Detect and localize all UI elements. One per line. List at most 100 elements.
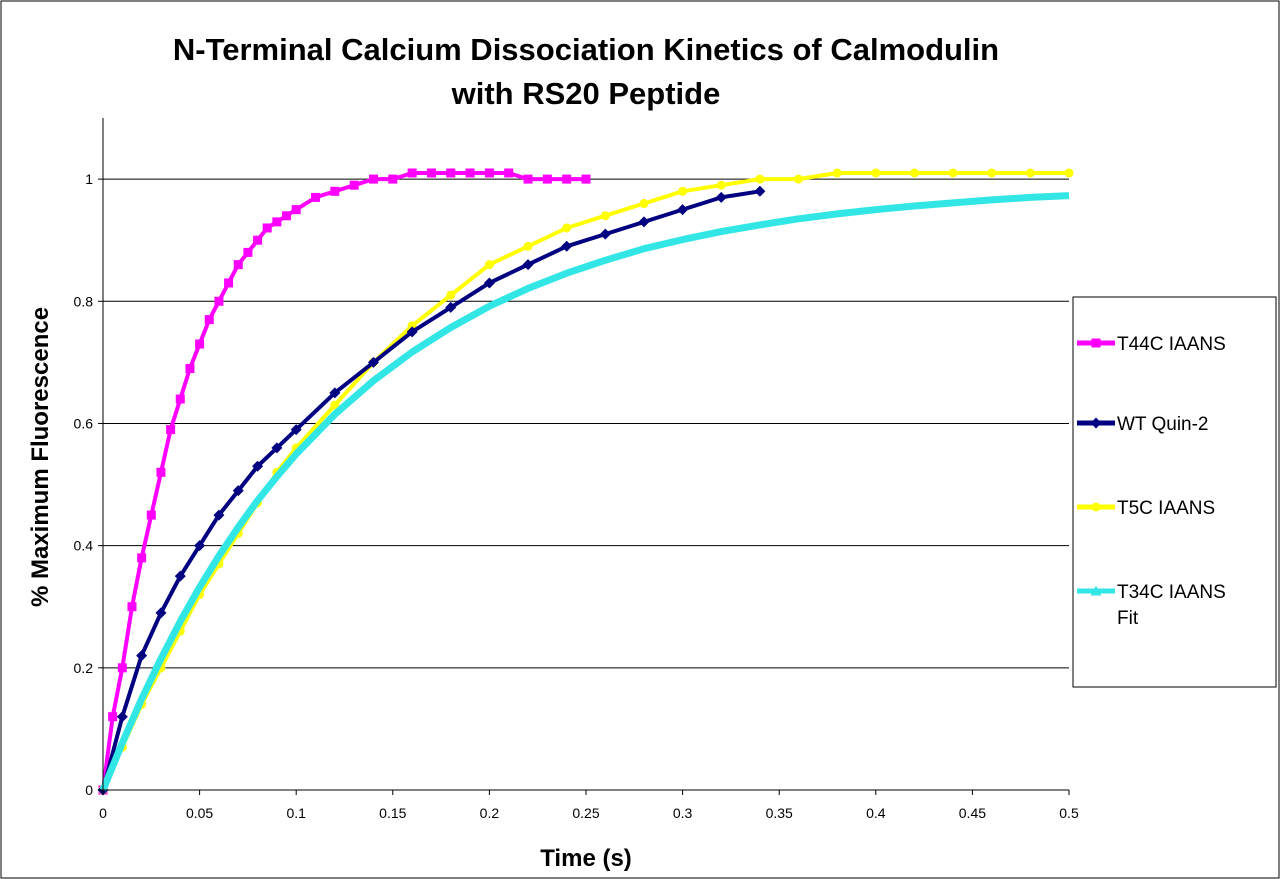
series-1-point-20 [677, 204, 689, 216]
series-1-point-15 [483, 277, 495, 289]
series-1-point-5 [194, 540, 206, 552]
x-tick-label-10: 0.5 [1059, 805, 1079, 821]
legend-swatch-marker-1 [1090, 417, 1102, 429]
series-0-point-30 [484, 168, 494, 178]
series-0-point-25 [388, 174, 398, 184]
series-2-point-24 [832, 168, 842, 178]
series-2-point-26 [909, 168, 919, 178]
series-0-point-20 [291, 205, 301, 215]
series-2-point-21 [716, 180, 726, 190]
axes [98, 118, 1070, 795]
series-0-point-27 [426, 168, 436, 178]
y-tick-label-1: 0.2 [74, 660, 94, 676]
series-0-point-5 [146, 510, 156, 520]
x-tick-label-3: 0.15 [379, 805, 406, 821]
y-tick-label-4: 0.8 [74, 293, 94, 309]
series-line-3 [99, 192, 1070, 792]
series-1-point-14 [445, 301, 457, 313]
series-0-point-14 [233, 260, 243, 270]
series-0-point-15 [243, 247, 253, 257]
series-2-point-19 [639, 199, 649, 209]
legend: T44C IAANS WT Quin-2 T5C IAANS T34C IAANS Fi… [1072, 296, 1277, 688]
y-tick-label-0: 0 [85, 782, 93, 798]
series-1-point-6 [213, 509, 225, 521]
series-0-point-21 [311, 192, 321, 202]
legend-label-1: WT Quin-2 [1117, 414, 1209, 435]
series-0-point-18 [272, 217, 282, 227]
series-0-point-3 [127, 602, 137, 612]
series-0-point-4 [137, 553, 147, 563]
x-tick-label-0: 0 [99, 805, 107, 821]
series-2-point-25 [871, 168, 881, 178]
legend-swatch-marker-0 [1091, 338, 1101, 348]
series-1-point-7 [232, 485, 244, 497]
series-0-point-11 [204, 315, 214, 325]
x-tick-label-5: 0.25 [572, 805, 599, 821]
series-1-point-3 [155, 607, 167, 619]
x-tick-label-2: 0.1 [286, 805, 306, 821]
series-layer [97, 168, 1074, 796]
x-tick-label-1: 0.05 [186, 805, 213, 821]
series-0-point-8 [175, 394, 185, 404]
tick-labels: 0 0.2 0.4 0.6 0.8 1 0 0.05 0.1 0.15 0.2 0.25 0.3 0.35… [74, 171, 1079, 821]
series-2-point-16 [523, 241, 533, 251]
series-0-point-16 [253, 235, 263, 245]
legend-entry-0: T44C IAANS [1077, 334, 1226, 355]
series-0-point-2 [117, 663, 127, 673]
series-0-point-17 [262, 223, 272, 233]
series-0-point-34 [562, 174, 572, 184]
legend-entry-3: T34C IAANS Fit [1077, 582, 1226, 629]
y-tick-label-2: 0.4 [74, 538, 94, 554]
y-tick-label-3: 0.6 [74, 415, 94, 431]
series-2-point-14 [446, 290, 456, 300]
x-tick-label-4: 0.2 [480, 805, 500, 821]
x-tick-label-6: 0.3 [673, 805, 693, 821]
series-2-point-22 [755, 174, 765, 184]
legend-label-3-0: T34C IAANS [1117, 582, 1226, 603]
series-2-point-28 [987, 168, 997, 178]
y-tick-label-5: 1 [85, 171, 93, 187]
series-0-point-13 [224, 278, 234, 288]
legend-swatch-marker-2 [1091, 502, 1101, 512]
x-tick-label-7: 0.35 [766, 805, 793, 821]
chart-title-line-1: N-Terminal Calcium Dissociation Kinetics… [173, 32, 999, 67]
series-2-point-23 [794, 174, 804, 184]
series-0-point-28 [446, 168, 456, 178]
series-3 [99, 192, 1070, 792]
series-1-point-21 [715, 191, 727, 203]
series-1-point-1 [116, 711, 128, 723]
series-2-point-13 [407, 321, 417, 331]
series-0-point-12 [214, 296, 224, 306]
series-1-point-19 [638, 216, 650, 228]
series-0-point-29 [465, 168, 475, 178]
series-1-point-11 [329, 387, 341, 399]
series-0-point-19 [282, 211, 292, 221]
series-1-point-18 [599, 228, 611, 240]
legend-entry-1: WT Quin-2 [1077, 414, 1209, 435]
series-0-point-23 [349, 180, 359, 190]
series-0-point-31 [504, 168, 514, 178]
x-tick-label-9: 0.45 [959, 805, 986, 821]
series-1-point-10 [290, 424, 302, 436]
series-0-point-33 [542, 174, 552, 184]
series-0-point-10 [195, 339, 205, 349]
series-0-point-26 [407, 168, 417, 178]
series-2-point-27 [948, 168, 958, 178]
legend-label-2: T5C IAANS [1117, 498, 1215, 519]
legend-swatch-marker-3 [1090, 585, 1102, 596]
legend-label-3-1: Fit [1117, 608, 1139, 629]
series-1-point-16 [522, 259, 534, 271]
series-2-point-18 [600, 211, 610, 221]
series-0-point-7 [166, 425, 176, 435]
series-0-point-35 [581, 174, 591, 184]
series-2-point-29 [1025, 168, 1035, 178]
series-0 [98, 168, 591, 795]
series-0-point-32 [523, 174, 533, 184]
series-1-point-8 [252, 460, 264, 472]
series-0-point-1 [108, 712, 118, 722]
series-0-point-24 [368, 174, 378, 184]
legend-label-0: T44C IAANS [1117, 334, 1226, 355]
